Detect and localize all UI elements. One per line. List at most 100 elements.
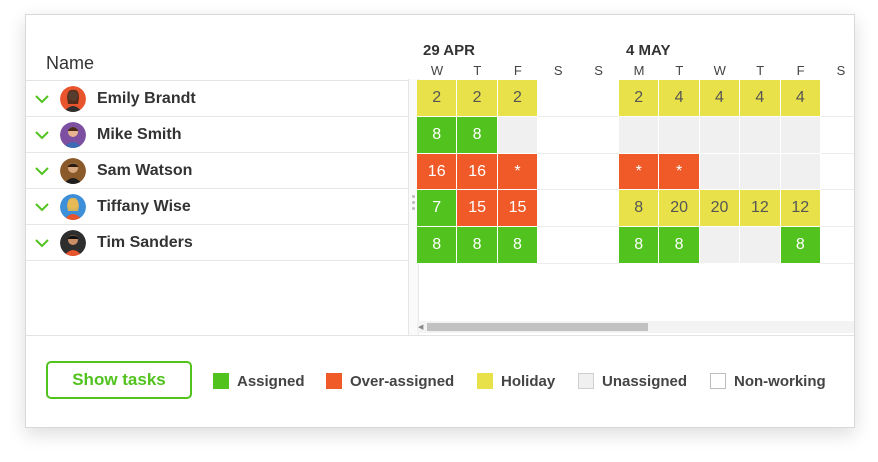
day-label: S: [594, 63, 603, 78]
allocation-cell-unassigned[interactable]: [659, 116, 700, 154]
week-label: 29 APR: [423, 42, 475, 59]
allocation-cell-over[interactable]: 15: [457, 190, 498, 228]
allocation-cell-holiday[interactable]: 12: [780, 190, 821, 228]
allocation-cell-unassigned[interactable]: [780, 116, 821, 154]
avatar: [60, 122, 86, 148]
allocation-cell-assigned[interactable]: 8: [417, 116, 458, 154]
resource-row[interactable]: Mike Smith: [26, 117, 408, 153]
resource-row[interactable]: Tiffany Wise: [26, 189, 408, 225]
allocation-cell-nonworking[interactable]: [821, 153, 854, 191]
allocation-cell-assigned[interactable]: 8: [780, 227, 821, 264]
allocation-cell-unassigned[interactable]: [699, 116, 741, 154]
allocation-cell-over[interactable]: *: [659, 153, 700, 191]
legend-label: Over-assigned: [350, 373, 455, 390]
allocation-cell-nonworking[interactable]: [538, 116, 579, 154]
chevron-down-icon[interactable]: [34, 235, 50, 251]
legend-swatch: [578, 373, 594, 389]
chevron-down-icon[interactable]: [34, 163, 50, 179]
resource-list: Emily Brandt Mike Smith Sam Watson Tiffa…: [26, 81, 408, 261]
footer-divider: [26, 335, 854, 336]
legend-label: Unassigned: [602, 373, 688, 390]
allocation-cell-over[interactable]: 16: [417, 153, 458, 191]
avatar: [60, 158, 86, 184]
chevron-down-icon[interactable]: [34, 91, 50, 107]
allocation-cell-nonworking[interactable]: [578, 80, 619, 117]
resource-row[interactable]: Tim Sanders: [26, 225, 408, 261]
legend-label: Non-working: [734, 373, 826, 390]
allocation-cell-holiday[interactable]: 2: [619, 80, 660, 117]
allocation-cell-over[interactable]: *: [497, 153, 539, 191]
scroll-left-icon[interactable]: ◀: [418, 324, 424, 331]
avatar: [60, 86, 86, 112]
allocation-cell-holiday[interactable]: 2: [497, 80, 539, 117]
allocation-cell-holiday[interactable]: 2: [417, 80, 458, 117]
allocation-cell-assigned[interactable]: 8: [417, 227, 458, 264]
allocation-cell-nonworking[interactable]: [538, 190, 579, 228]
day-label: T: [473, 63, 482, 78]
day-label: S: [553, 63, 563, 78]
week-label: 4 MAY: [626, 42, 671, 59]
show-tasks-button[interactable]: Show tasks: [46, 361, 192, 399]
allocation-cell-nonworking[interactable]: [578, 116, 619, 154]
legend-swatch: [477, 373, 493, 389]
allocation-cell-over[interactable]: 15: [497, 190, 539, 228]
resource-row[interactable]: Sam Watson: [26, 153, 408, 189]
horizontal-scrollbar[interactable]: ◀: [417, 321, 854, 333]
allocation-grid: 2 2 2 2 4 4 4 4 8 8 16 16 * * * 7 15 15 8 20 20 12 12 8 8 8 8 8 8: [417, 80, 854, 264]
allocation-cell-nonworking[interactable]: [821, 80, 854, 117]
allocation-cell-unassigned[interactable]: [740, 116, 781, 154]
allocation-cell-holiday[interactable]: 12: [740, 190, 781, 228]
avatar: [60, 230, 86, 256]
allocation-cell-holiday[interactable]: 4: [699, 80, 741, 117]
allocation-cell-holiday[interactable]: 4: [659, 80, 700, 117]
resource-name: Tim Sanders: [97, 234, 193, 251]
allocation-cell-assigned[interactable]: 8: [497, 227, 539, 264]
allocation-cell-holiday[interactable]: 4: [780, 80, 821, 117]
scrollbar-thumb[interactable]: [427, 323, 648, 331]
day-label: F: [796, 63, 805, 78]
allocation-cell-over[interactable]: 16: [457, 153, 498, 191]
allocation-cell-nonworking[interactable]: [538, 153, 579, 191]
allocation-cell-nonworking[interactable]: [821, 116, 854, 154]
chevron-down-icon[interactable]: [34, 199, 50, 215]
allocation-cell-nonworking[interactable]: [578, 153, 619, 191]
allocation-cell-holiday[interactable]: 20: [699, 190, 741, 228]
allocation-cell-assigned[interactable]: 8: [457, 227, 498, 264]
allocation-cell-assigned[interactable]: 8: [457, 116, 498, 154]
allocation-cell-nonworking[interactable]: [821, 190, 854, 228]
allocation-cell-holiday[interactable]: 2: [457, 80, 498, 117]
resource-row[interactable]: Emily Brandt: [26, 81, 408, 117]
allocation-cell-assigned[interactable]: 7: [417, 190, 458, 228]
allocation-cell-unassigned[interactable]: [740, 153, 781, 191]
allocation-cell-holiday[interactable]: 20: [659, 190, 700, 228]
resource-name: Mike Smith: [97, 126, 182, 143]
allocation-cell-nonworking[interactable]: [538, 80, 579, 117]
allocation-cell-unassigned[interactable]: [780, 153, 821, 191]
allocation-cell-unassigned[interactable]: [740, 227, 781, 264]
allocation-cell-nonworking[interactable]: [538, 227, 579, 264]
resource-name: Tiffany Wise: [97, 198, 191, 215]
allocation-cell-nonworking[interactable]: [821, 227, 854, 264]
legend-label: Assigned: [237, 373, 305, 390]
header-divider: [26, 80, 408, 81]
name-column-header[interactable]: Name: [46, 53, 95, 73]
day-label: F: [513, 63, 522, 78]
chevron-down-icon[interactable]: [34, 127, 50, 143]
allocation-cell-over[interactable]: *: [619, 153, 660, 191]
allocation-cell-holiday[interactable]: 8: [619, 190, 660, 228]
allocation-cell-unassigned[interactable]: [699, 227, 741, 264]
drag-handle-icon[interactable]: [412, 195, 415, 213]
allocation-cell-nonworking[interactable]: [578, 190, 619, 228]
resource-load-panel: Name Emily Brandt Mike Smith Sam Watson: [25, 14, 855, 428]
resource-name: Sam Watson: [97, 162, 193, 179]
day-label: S: [836, 63, 846, 78]
allocation-cell-holiday[interactable]: 4: [740, 80, 781, 117]
allocation-cell-nonworking[interactable]: [578, 227, 619, 264]
allocation-cell-unassigned[interactable]: [619, 116, 660, 154]
allocation-cell-assigned[interactable]: 8: [659, 227, 700, 264]
allocation-cell-unassigned[interactable]: [699, 153, 741, 191]
day-label: W: [713, 63, 726, 78]
allocation-cell-unassigned[interactable]: [497, 116, 539, 154]
allocation-cell-assigned[interactable]: 8: [619, 227, 660, 264]
day-label: W: [430, 63, 444, 78]
